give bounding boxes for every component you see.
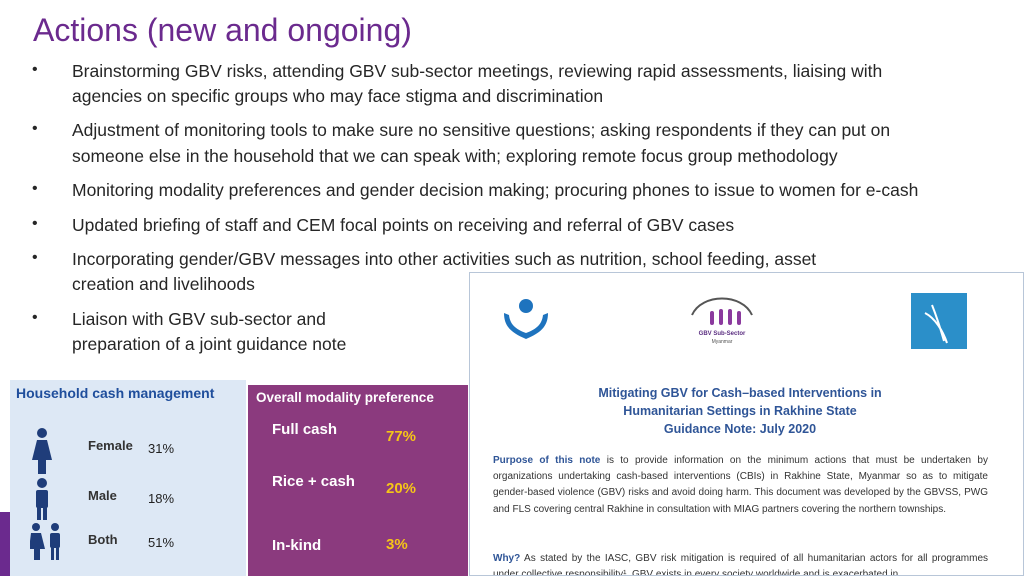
- bullet-line: creation and livelihoods: [72, 274, 255, 294]
- row-value: 3%: [386, 536, 408, 553]
- row-label: Female: [88, 438, 133, 453]
- row-label: Full cash: [272, 421, 338, 438]
- guidance-title: Humanitarian Settings in Rakhine State: [623, 404, 857, 418]
- bullet-line: Adjustment of monitoring tools to make s…: [72, 120, 891, 140]
- row-label: Both: [88, 532, 118, 547]
- row-label: In-kind: [272, 537, 322, 554]
- row-value: 77%: [386, 428, 417, 445]
- row-label: Rice + cash: [272, 473, 355, 490]
- panel-title: Overall modality preference: [256, 390, 434, 405]
- guidance-title: Guidance Note: July 2020: [663, 422, 817, 436]
- logo-text: GBV Sub-Sector: [699, 331, 746, 337]
- bullet-dot: •: [32, 309, 38, 326]
- people-icons: [30, 428, 60, 560]
- logos: GBV Sub-Sector Myanmar: [504, 293, 967, 349]
- purpose-label: Purpose of this note: [493, 455, 601, 466]
- bullet-dot: •: [32, 61, 38, 78]
- bullet-dot: •: [32, 180, 38, 197]
- bullet-line: Updated briefing of staff and CEM focal …: [72, 215, 735, 235]
- row-value: 31%: [148, 441, 175, 456]
- panel-title: Household cash management: [16, 385, 215, 401]
- why-text: As stated by the IASC, GBV risk mitigati…: [493, 553, 989, 576]
- bullet-dot: •: [32, 249, 38, 266]
- bullet-line: Brainstorming GBV risks, attending GBV s…: [72, 61, 883, 81]
- bullet-line: someone else in the household that we ca…: [72, 146, 838, 166]
- row-value: 20%: [386, 480, 417, 497]
- guidance-title: Mitigating GBV for Cash–based Interventi…: [598, 386, 882, 400]
- household-panel: Household cash management Female 31% Male 1…: [10, 380, 246, 576]
- bullet-line: Monitoring modality preferences and gend…: [72, 180, 919, 200]
- bullet-line: preparation of a joint guidance note: [72, 334, 347, 354]
- modality-panel: Overall modality preference Full cash 77%…: [248, 385, 468, 576]
- row-value: 51%: [148, 535, 175, 550]
- guidance-note: GBV Sub-Sector Myanmar Mitigating GBV fo…: [469, 272, 1024, 576]
- purpose-paragraph: Purpose of this note is to provide infor…: [493, 453, 988, 518]
- why-label: Why?: [493, 553, 521, 564]
- bullet-line: Incorporating gender/GBV messages into o…: [72, 249, 817, 269]
- why-paragraph: Why? As stated by the IASC, GBV risk mit…: [493, 551, 989, 576]
- bullet-line: agencies on specific groups who may face…: [72, 86, 604, 106]
- purpose-text: is to provide information on the minimum…: [493, 455, 988, 515]
- bullet-dot: •: [32, 215, 38, 232]
- row-value: 18%: [148, 491, 175, 506]
- row-label: Male: [88, 488, 117, 503]
- bullet-line: Liaison with GBV sub-sector and: [72, 309, 326, 329]
- accent-bar: [0, 512, 10, 576]
- bullet-dot: •: [32, 120, 38, 137]
- logo-text: Myanmar: [712, 339, 733, 345]
- slide-title: Actions (new and ongoing): [33, 12, 412, 48]
